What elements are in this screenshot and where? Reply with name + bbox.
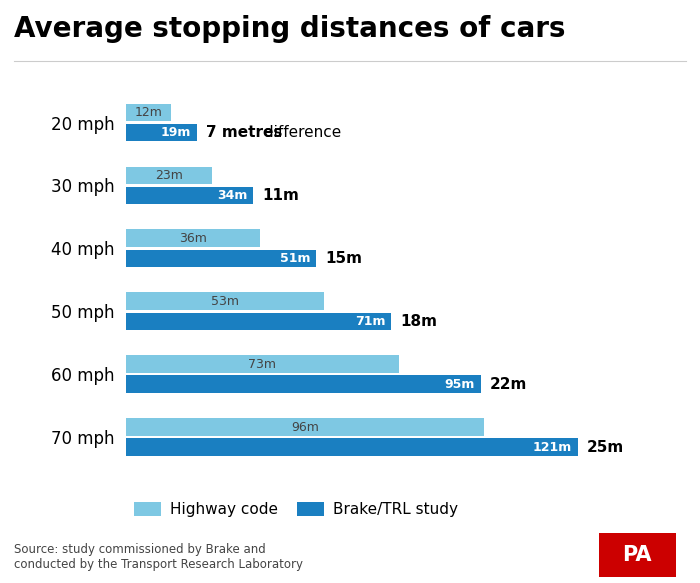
Text: 95m: 95m xyxy=(444,378,475,391)
Bar xyxy=(126,375,481,393)
Text: Average stopping distances of cars: Average stopping distances of cars xyxy=(14,15,566,43)
Bar xyxy=(126,312,391,330)
Bar xyxy=(126,250,316,267)
Text: 36m: 36m xyxy=(179,232,207,245)
Text: 25m: 25m xyxy=(587,440,624,455)
Text: 11m: 11m xyxy=(262,188,299,203)
Text: 19m: 19m xyxy=(161,126,191,139)
Bar xyxy=(126,187,253,204)
Text: 12m: 12m xyxy=(134,106,162,119)
Bar xyxy=(126,124,197,142)
Text: 96m: 96m xyxy=(291,420,319,434)
Text: 7 metres difference: 7 metres difference xyxy=(206,125,357,140)
Text: Source: study commissioned by Brake and
conducted by the Transport Research Labo: Source: study commissioned by Brake and … xyxy=(14,543,303,571)
Text: 53m: 53m xyxy=(211,295,239,308)
Bar xyxy=(126,418,484,436)
Bar xyxy=(126,293,324,310)
Text: 34m: 34m xyxy=(217,189,247,202)
Text: 23m: 23m xyxy=(155,169,183,182)
Text: 73m: 73m xyxy=(248,357,276,371)
Bar xyxy=(126,356,398,373)
Bar xyxy=(126,167,212,184)
Text: PA: PA xyxy=(622,545,652,566)
Bar xyxy=(126,230,260,247)
Bar xyxy=(126,438,578,456)
Bar xyxy=(126,104,171,121)
Text: difference: difference xyxy=(258,125,341,140)
Text: 121m: 121m xyxy=(533,441,572,454)
Text: 51m: 51m xyxy=(280,252,311,265)
Text: 7 metres: 7 metres xyxy=(206,125,283,140)
Text: 22m: 22m xyxy=(490,377,527,392)
Text: 18m: 18m xyxy=(400,314,438,329)
Text: 15m: 15m xyxy=(326,251,363,266)
Legend: Highway code, Brake/TRL study: Highway code, Brake/TRL study xyxy=(134,501,458,517)
Text: 71m: 71m xyxy=(355,315,386,328)
